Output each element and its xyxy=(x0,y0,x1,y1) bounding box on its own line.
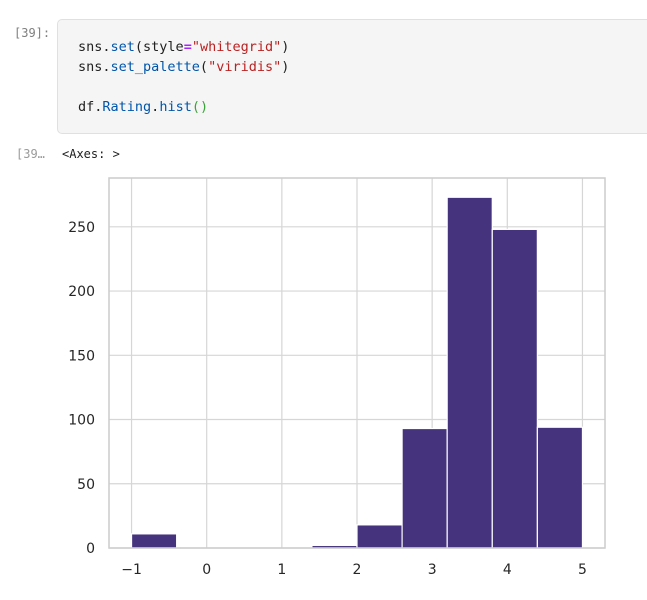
x-tick-label: 1 xyxy=(277,562,286,578)
code-token: "whitegrid" xyxy=(191,39,282,55)
code-line: sns.set_palette("viridis") xyxy=(78,59,289,75)
histogram-bar xyxy=(401,427,448,549)
code-token: . xyxy=(151,99,160,115)
x-tick-label: 4 xyxy=(503,562,512,578)
output-cell-prompt: [39… xyxy=(16,147,45,161)
code-line: sns.set(style="whitegrid") xyxy=(78,39,289,55)
x-tick-label: 2 xyxy=(353,562,362,578)
histogram-bar xyxy=(536,426,584,549)
y-tick-label: 250 xyxy=(68,220,95,236)
code-cell-editor[interactable]: sns.set(style="whitegrid") sns.set_palett… xyxy=(57,19,647,134)
input-cell-prompt: [39]: xyxy=(14,26,51,40)
histogram-bar xyxy=(446,196,493,549)
x-tick-label: 3 xyxy=(428,562,437,578)
y-tick-label: 50 xyxy=(77,477,95,493)
histogram-bar xyxy=(130,533,178,549)
code-token: = xyxy=(183,39,192,55)
y-tick-label: 0 xyxy=(86,541,95,557)
code-token: df. xyxy=(78,99,103,115)
axes-frame xyxy=(108,177,606,549)
code-token: "viridis" xyxy=(208,59,282,75)
y-tick-label: 100 xyxy=(68,413,95,429)
y-tick-label: 150 xyxy=(68,348,95,364)
code-token: set_palette xyxy=(110,59,200,75)
code-token: (style xyxy=(134,39,184,55)
histogram-bar xyxy=(356,524,403,549)
output-text: <Axes: > xyxy=(62,147,120,161)
code-token: ) xyxy=(281,39,290,55)
code-token: ) xyxy=(281,59,290,75)
x-tick-label: 0 xyxy=(202,562,211,578)
code-token: set xyxy=(110,39,135,55)
code-token: () xyxy=(191,99,209,115)
x-tick-label: 5 xyxy=(578,562,587,578)
code-token: sns. xyxy=(78,59,111,75)
x-tick-label: −1 xyxy=(121,562,142,578)
code-token: hist xyxy=(159,99,192,115)
code-token: Rating xyxy=(102,99,152,115)
histogram-bar xyxy=(491,228,538,549)
code-line: df.Rating.hist() xyxy=(78,99,208,115)
code-token: sns. xyxy=(78,39,111,55)
y-tick-label: 200 xyxy=(68,284,95,300)
code-token: ( xyxy=(199,59,209,75)
histogram-bars xyxy=(130,196,584,549)
